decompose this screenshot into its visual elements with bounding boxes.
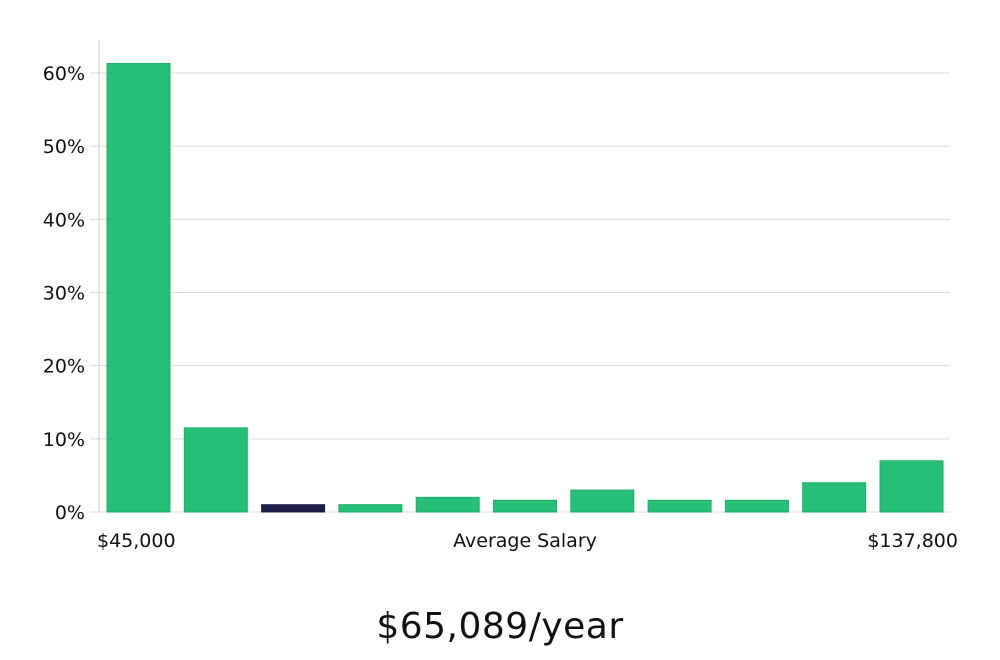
average-salary-caption: $65,089/year bbox=[376, 606, 624, 647]
y-tick-labels: 0% 10% 20% 30% 40% 50% 60% bbox=[43, 63, 85, 524]
salary-bar bbox=[802, 482, 867, 513]
y-tick-label: 60% bbox=[43, 63, 85, 85]
salary-bar bbox=[183, 427, 248, 513]
salary-bar bbox=[338, 504, 403, 513]
salary-bar bbox=[106, 62, 171, 513]
y-tick-label: 10% bbox=[43, 429, 85, 451]
salary-bar bbox=[415, 496, 480, 513]
y-tick-label: 20% bbox=[43, 356, 85, 378]
y-tick-label: 0% bbox=[55, 502, 85, 524]
y-tick-label: 50% bbox=[43, 136, 85, 158]
x-axis-title: Average Salary bbox=[453, 530, 597, 552]
x-max-label: $137,800 bbox=[867, 530, 958, 552]
highlighted-salary-bar bbox=[261, 504, 326, 513]
y-tick-label: 30% bbox=[43, 283, 85, 305]
x-min-label: $45,000 bbox=[97, 530, 176, 552]
salary-bar bbox=[879, 460, 944, 513]
salary-bar bbox=[724, 499, 789, 513]
bars-layer bbox=[106, 62, 944, 513]
salary-bar bbox=[570, 489, 635, 513]
y-tick-label: 40% bbox=[43, 209, 85, 231]
chart-svg: 0% 10% 20% 30% 40% 50% 60% $45,000 Average Sal… bbox=[43, 40, 958, 552]
salary-bar bbox=[493, 499, 557, 513]
salary-bar bbox=[647, 499, 712, 513]
